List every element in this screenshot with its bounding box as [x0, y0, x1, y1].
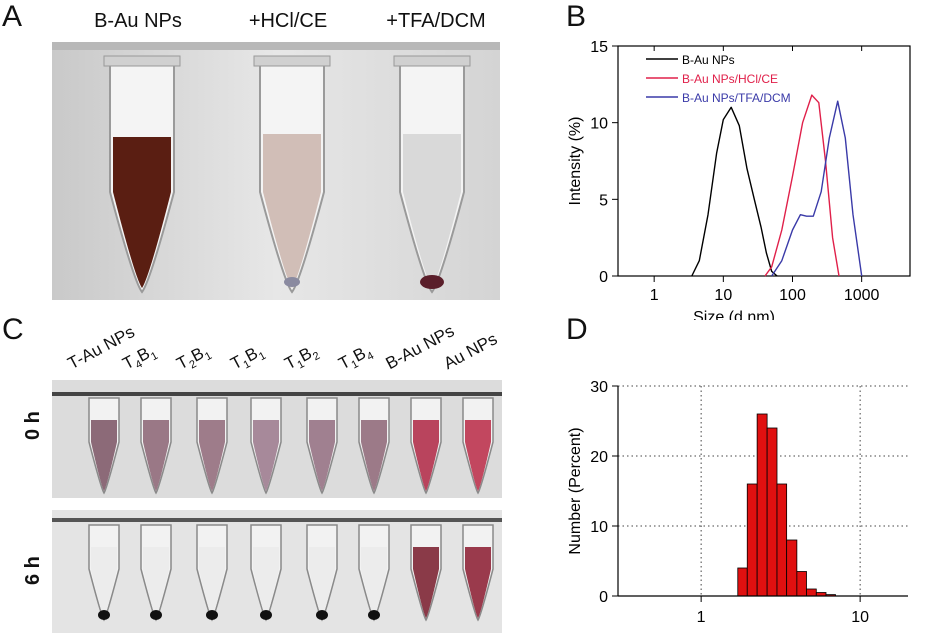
- y-tick-label-b: 10: [590, 116, 608, 133]
- panel-a-photo: [52, 42, 500, 300]
- tube-liquid-c: [361, 547, 387, 618]
- chart-d-number-distribution: 0 10 20 30 1 10 Number (Percent): [567, 379, 908, 626]
- tube-liquid-c: [361, 420, 387, 491]
- histogram-bar: [796, 571, 807, 597]
- sample-label: T1B1: [227, 343, 269, 374]
- tube-cap-a: [103, 55, 181, 67]
- tube-cap-a: [253, 55, 331, 67]
- tube-cap-a: [393, 55, 471, 67]
- x-tick-label-b: 1000: [844, 287, 880, 304]
- chart-b-size-distribution: 1 10 100 1000 0 5 10 15 Size (d.nm) Intensity (%)…: [567, 39, 911, 320]
- panel-letter-b: B: [566, 0, 587, 33]
- histogram-bar: [776, 483, 788, 597]
- tube-liquid-c: [465, 547, 491, 618]
- legend-label-1: B-Au NPs: [682, 53, 735, 67]
- tube-liquid-a: [263, 134, 321, 288]
- series-line-3: [771, 100, 863, 277]
- x-tick-label-b: 1: [650, 287, 659, 304]
- tube-liquid-c: [253, 420, 279, 491]
- y-tick-label-b: 15: [590, 39, 608, 56]
- tube-pellet-c: [206, 610, 218, 620]
- tube-pellet-a: [284, 277, 300, 287]
- row-label-0h: 0 h: [22, 411, 44, 440]
- x-tick-label-d: 1: [697, 609, 706, 626]
- legend-label-2: B-Au NPs/HCl/CE: [682, 72, 778, 86]
- tubes-photo-c: [52, 380, 502, 633]
- tube-label-tfa-dcm: +TFA/DCM: [386, 10, 486, 32]
- y-axis-label-b: Intensity (%): [567, 117, 584, 206]
- tube-liquid-c: [199, 420, 225, 491]
- sample-label: T1B4: [335, 343, 377, 374]
- panel-c-photo: [52, 380, 502, 633]
- row-label-6h: 6 h: [22, 556, 44, 585]
- tube-label-hcl-ce: +HCl/CE: [248, 10, 328, 32]
- x-axis-label-b: Size (d.nm): [693, 309, 775, 320]
- tube-liquid-c: [199, 547, 225, 618]
- tube-pellet-c: [260, 610, 272, 620]
- sample-label: T1B2: [281, 343, 323, 374]
- tube-liquid-c: [413, 547, 439, 618]
- tube-pellet-c: [98, 610, 110, 620]
- histogram-bar: [746, 483, 758, 597]
- panel-letter-d: D: [566, 313, 588, 346]
- x-tick-label-d: 10: [851, 609, 869, 626]
- tube-liquid-a: [403, 134, 461, 288]
- tube-liquid-c: [91, 547, 117, 618]
- series-line-1: [691, 106, 778, 277]
- panel-letter-c: C: [2, 313, 24, 346]
- panel-c-sample-labels: T-Au NPs T4B1 T2B1 T1B1 T1B2 T1B4 B-Au NPs Au N…: [60, 318, 510, 388]
- tube-pellet-c: [150, 610, 162, 620]
- tube-liquid-c: [253, 547, 279, 618]
- tube-liquid-c: [465, 420, 491, 491]
- legend-label-3: B-Au NPs/TFA/DCM: [682, 91, 791, 105]
- histogram-bar: [786, 539, 798, 597]
- histogram-bar: [737, 567, 748, 597]
- tube-pellet-c: [316, 610, 328, 620]
- tube-pellet-a: [420, 275, 444, 289]
- x-tick-label-b: 100: [779, 287, 806, 304]
- tube-liquid-c: [309, 420, 335, 491]
- tube-liquid-a: [113, 137, 171, 288]
- y-tick-label-d: 20: [590, 449, 608, 466]
- sample-label: T2B1: [173, 343, 215, 374]
- tube-pellet-c: [368, 610, 380, 620]
- histogram-bar: [806, 588, 817, 597]
- tube-liquid-c: [413, 420, 439, 491]
- histogram-bar: [756, 413, 768, 597]
- x-tick-label-b: 10: [714, 287, 732, 304]
- tube-liquid-c: [143, 547, 169, 618]
- y-tick-label-d: 10: [590, 519, 608, 536]
- plot-frame-b: [617, 45, 911, 277]
- tube-liquid-c: [143, 420, 169, 491]
- y-tick-label-d: 30: [590, 379, 608, 396]
- series-line-2: [764, 94, 840, 277]
- tube-label-b-au-nps: B-Au NPs: [94, 10, 182, 32]
- tubes-photo-a: [52, 42, 500, 300]
- y-tick-label-d: 0: [599, 589, 608, 606]
- tube-liquid-c: [309, 547, 335, 618]
- tube-liquid-c: [91, 420, 117, 491]
- panel-letter-a: A: [2, 0, 23, 33]
- histogram-bar: [766, 427, 778, 597]
- y-tick-label-b: 5: [599, 192, 608, 209]
- y-axis-label-d: Number (Percent): [567, 427, 584, 554]
- y-tick-label-b: 0: [599, 269, 608, 286]
